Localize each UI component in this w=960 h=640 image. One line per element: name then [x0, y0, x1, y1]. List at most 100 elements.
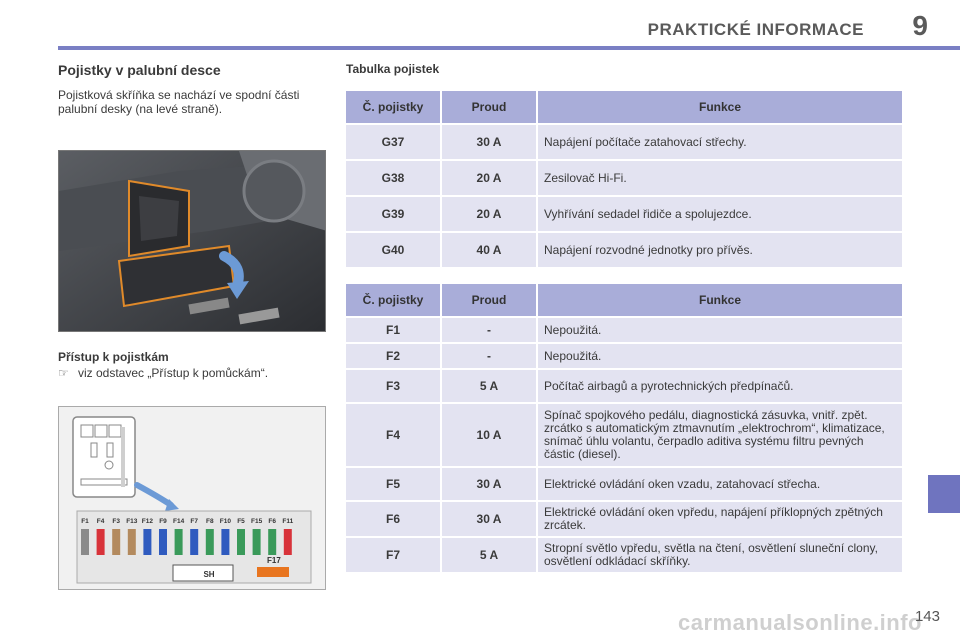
function-cell: Nepoužitá.: [538, 344, 902, 368]
current-cell: 20 A: [442, 197, 536, 231]
current-cell: 10 A: [442, 404, 536, 466]
table-header-row: Č. pojistky Proud Funkce: [346, 91, 902, 123]
access-title: Přístup k pojistkám: [58, 350, 169, 364]
dashboard-photo: [58, 150, 326, 332]
fuse-label: F1: [81, 518, 89, 525]
current-cell: 30 A: [442, 125, 536, 159]
dashboard-photo-illustration: [59, 151, 325, 331]
function-cell: Napájení rozvodné jednotky pro přívěs.: [538, 233, 902, 267]
watermark: carmanualsonline.info: [678, 610, 922, 635]
fuse-bar: [96, 529, 105, 555]
table-header-row: Č. pojistky Proud Funkce: [346, 284, 902, 316]
fuse-bar: [174, 529, 183, 555]
fuse-label: F14: [173, 518, 185, 525]
fuse-label: F12: [142, 518, 154, 525]
table-caption: Tabulka pojistek: [346, 62, 440, 76]
header-fuse-number: Č. pojistky: [346, 284, 440, 316]
chapter-side-tab: [928, 475, 960, 513]
access-bullet-item: ☞ viz odstavec „Přístup k pomůckám“.: [58, 366, 268, 380]
fuse-label: F8: [206, 518, 214, 525]
intro-text: Pojistková skříňka se nachází ve spodní …: [58, 88, 300, 116]
fuse-bar: [252, 529, 261, 555]
current-cell: -: [442, 318, 536, 342]
fuse-label: F4: [97, 518, 105, 525]
current-cell: 30 A: [442, 502, 536, 536]
fuse-label: F7: [190, 518, 198, 525]
fuse-bar: [143, 529, 152, 555]
header-function: Funkce: [538, 284, 902, 316]
fuse-label: F11: [282, 518, 293, 525]
fuse-bar: [268, 529, 277, 555]
header-current: Proud: [442, 91, 536, 123]
fuse-bar: [127, 529, 136, 555]
current-cell: 5 A: [442, 370, 536, 402]
fuse-bar: [159, 529, 167, 555]
fuse-number-cell: G39: [346, 197, 440, 231]
function-cell: Spínač spojkového pedálu, diagnostická z…: [538, 404, 902, 466]
f17-fuse: [257, 567, 289, 577]
function-cell: Elektrické ovládání oken vpředu, napájen…: [538, 502, 902, 536]
fuse-table-g: Č. pojistky Proud Funkce G37 30 A Napájení…: [344, 89, 904, 269]
indicator-arrow: [134, 482, 174, 508]
fuse-number-cell: F4: [346, 404, 440, 466]
function-cell: Zesilovač Hi-Fi.: [538, 161, 902, 195]
table-row: G38 20 A Zesilovač Hi-Fi.: [346, 161, 902, 195]
fuse-number-cell: F1: [346, 318, 440, 342]
fuse-label: F5: [237, 518, 245, 525]
f17-label: F17: [267, 556, 281, 565]
fuse-bar: [190, 529, 199, 555]
fuse-bar: [205, 529, 214, 555]
fuse-label: F13: [126, 518, 138, 525]
access-bullet-text: viz odstavec „Přístup k pomůckám“.: [78, 366, 269, 380]
fuse-label: F9: [159, 518, 167, 525]
header-fuse-number: Č. pojistky: [346, 91, 440, 123]
function-cell: Napájení počítače zatahovací střechy.: [538, 125, 902, 159]
function-cell: Nepoužitá.: [538, 318, 902, 342]
fuse-number-cell: F3: [346, 370, 440, 402]
chapter-number: 9: [912, 10, 928, 41]
function-cell: Počítač airbagů a pyrotechnických předpí…: [538, 370, 902, 402]
table-row: F6 30 A Elektrické ovládání oken vpředu, n…: [346, 502, 902, 536]
function-cell: Elektrické ovládání oken vzadu, zatahova…: [538, 468, 902, 500]
fuse-number-cell: F2: [346, 344, 440, 368]
fuse-bar: [283, 529, 292, 555]
chapter-title: PRAKTICKÉ INFORMACE: [647, 20, 864, 39]
function-cell: Vyhřívání sedadel řidiče a spolujezdce.: [538, 197, 902, 231]
header-divider: [58, 46, 960, 50]
fuse-table-f: Č. pojistky Proud Funkce F1- Nepoužitá. F2…: [344, 282, 904, 574]
table-row: G39 20 A Vyhřívání sedadel řidiče a spoluj…: [346, 197, 902, 231]
header-current: Proud: [442, 284, 536, 316]
fuse-box-diagram: F1 F4 F3 F13 F12 F9 F14 F7 F8 F10 F5 F15 F6 F11 SH F1…: [58, 406, 326, 590]
function-cell: Stropní světlo vpředu, světla na čtení, …: [538, 538, 902, 572]
current-cell: 20 A: [442, 161, 536, 195]
table-row: G37 30 A Napájení počítače zatahovací stře…: [346, 125, 902, 159]
page-number: 143: [914, 608, 940, 625]
fuse-number-cell: G38: [346, 161, 440, 195]
fuse-number-cell: F6: [346, 502, 440, 536]
fuse-bar: [237, 529, 245, 555]
fuse-label: F3: [112, 518, 120, 525]
fuse-number-cell: F7: [346, 538, 440, 572]
fuse-label: F6: [268, 518, 276, 525]
current-cell: 5 A: [442, 538, 536, 572]
fuse-label: F10: [220, 518, 232, 525]
table-row: F5 30 A Elektrické ovládání oken vzadu, za…: [346, 468, 902, 500]
fuse-label: F15: [251, 518, 263, 525]
table-row: F1- Nepoužitá.: [346, 318, 902, 342]
fuse-bar: [112, 529, 121, 555]
sh-label: SH: [203, 570, 214, 579]
table-row: G40 40 A Napájení rozvodné jednotky pro př…: [346, 233, 902, 267]
fuse-bar: [81, 529, 89, 555]
sh-shunt: [172, 564, 234, 582]
section-title: Pojistky v palubní desce: [58, 62, 221, 78]
pointing-hand-icon: ☞: [58, 366, 69, 380]
header-function: Funkce: [538, 91, 902, 123]
fuse-number-cell: F5: [346, 468, 440, 500]
fuse-bar: [221, 529, 230, 555]
table-row: F4 10 A Spínač spojkového pedálu, diagnost…: [346, 404, 902, 466]
table-row: F2- Nepoužitá.: [346, 344, 902, 368]
fuse-number-cell: G37: [346, 125, 440, 159]
current-cell: -: [442, 344, 536, 368]
table-row: F7 5 A Stropní světlo vpředu, světla na čt…: [346, 538, 902, 572]
current-cell: 40 A: [442, 233, 536, 267]
